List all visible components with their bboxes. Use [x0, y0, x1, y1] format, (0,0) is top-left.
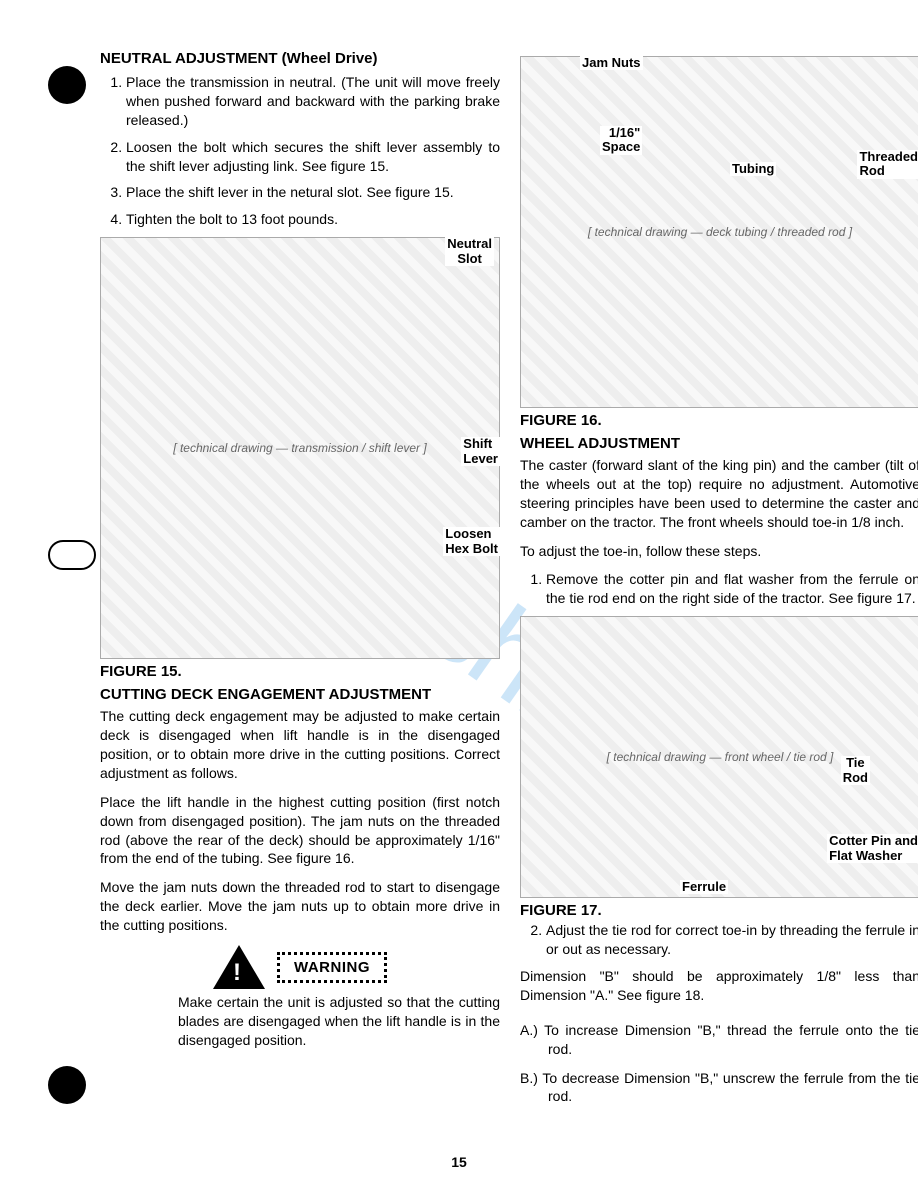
figure-15: [ technical drawing — transmission / shi…	[100, 237, 500, 657]
heading-cutting-deck: CUTTING DECK ENGAGEMENT ADJUSTMENT	[100, 686, 500, 703]
callout-ferrule: Ferrule	[680, 880, 728, 894]
figure-16-image: [ technical drawing — deck tubing / thre…	[520, 56, 918, 408]
callout-tie-rod: TieRod	[841, 756, 870, 785]
page-number: 15	[451, 1154, 467, 1170]
wheel-step-1: Remove the cotter pin and flat washer fr…	[546, 570, 918, 608]
margin-hole-top	[48, 66, 86, 104]
callout-shift-lever: ShiftLever	[461, 437, 500, 466]
figure-15-image: [ technical drawing — transmission / shi…	[100, 237, 500, 659]
dimension-sublist: A.) To increase Dimension "B," thread th…	[520, 1021, 918, 1107]
callout-tubing: Tubing	[730, 162, 776, 176]
figure-17: [ technical drawing — front wheel / tie …	[520, 616, 918, 896]
cutting-deck-para-3: Move the jam nuts down the threaded rod …	[100, 878, 500, 935]
wheel-para-2: To adjust the toe-in, follow these steps…	[520, 542, 918, 561]
margin-hole-bottom	[48, 1066, 86, 1104]
heading-neutral-adjustment: NEUTRAL ADJUSTMENT (Wheel Drive)	[100, 50, 500, 67]
figure-17-label: FIGURE 17.	[520, 902, 918, 919]
warning-text: Make certain the unit is adjusted so tha…	[178, 993, 500, 1050]
left-column: NEUTRAL ADJUSTMENT (Wheel Drive) Place t…	[100, 50, 500, 1122]
step-1: Place the transmission in neutral. (The …	[126, 73, 500, 130]
warning-row: WARNING	[100, 945, 500, 989]
figure-16-label: FIGURE 16.	[520, 412, 918, 429]
cutting-deck-para-2: Place the lift handle in the highest cut…	[100, 793, 500, 869]
neutral-steps-list: Place the transmission in neutral. (The …	[100, 73, 500, 229]
warning-triangle-icon	[213, 945, 265, 989]
callout-jam-nuts: Jam Nuts	[580, 56, 643, 70]
sublist-a-text: To increase Dimension "B," thread the fe…	[544, 1022, 918, 1057]
cutting-deck-para-1: The cutting deck engagement may be adjus…	[100, 707, 500, 783]
warning-label-box: WARNING	[277, 952, 387, 983]
wheel-steps-list-1: Remove the cotter pin and flat washer fr…	[520, 570, 918, 608]
margin-hole-mid	[48, 540, 96, 570]
figure-16: [ technical drawing — deck tubing / thre…	[520, 56, 918, 406]
sublist-b: B.) To decrease Dimension "B," unscrew t…	[520, 1069, 918, 1107]
sublist-b-text: To decrease Dimension "B," unscrew the f…	[542, 1070, 918, 1105]
callout-space: 1/16"Space	[600, 126, 642, 155]
callout-neutral-slot: NeutralSlot	[445, 237, 494, 266]
right-column: [ technical drawing — deck tubing / thre…	[520, 50, 918, 1122]
page-content: NEUTRAL ADJUSTMENT (Wheel Drive) Place t…	[0, 0, 918, 1142]
callout-loosen-hex-bolt: LoosenHex Bolt	[443, 527, 500, 556]
heading-wheel-adjustment: WHEEL ADJUSTMENT	[520, 435, 918, 452]
callout-threaded-rod: ThreadedRod	[857, 150, 918, 179]
sublist-a: A.) To increase Dimension "B," thread th…	[520, 1021, 918, 1059]
callout-cotter-pin: Cotter Pin andFlat Washer	[827, 834, 918, 863]
dimension-para: Dimension "B" should be approximately 1/…	[520, 967, 918, 1005]
step-3: Place the shift lever in the netural slo…	[126, 183, 500, 202]
sublist-b-key: B.)	[520, 1070, 538, 1086]
sublist-a-key: A.)	[520, 1022, 538, 1038]
step-4: Tighten the bolt to 13 foot pounds.	[126, 210, 500, 229]
step-2: Loosen the bolt which secures the shift …	[126, 138, 500, 176]
figure-15-label: FIGURE 15.	[100, 663, 500, 680]
wheel-steps-list-2: Adjust the tie rod for correct toe-in by…	[520, 921, 918, 959]
warning-text-block: Make certain the unit is adjusted so tha…	[100, 993, 500, 1050]
wheel-para-1: The caster (forward slant of the king pi…	[520, 456, 918, 532]
wheel-step-2: Adjust the tie rod for correct toe-in by…	[546, 921, 918, 959]
